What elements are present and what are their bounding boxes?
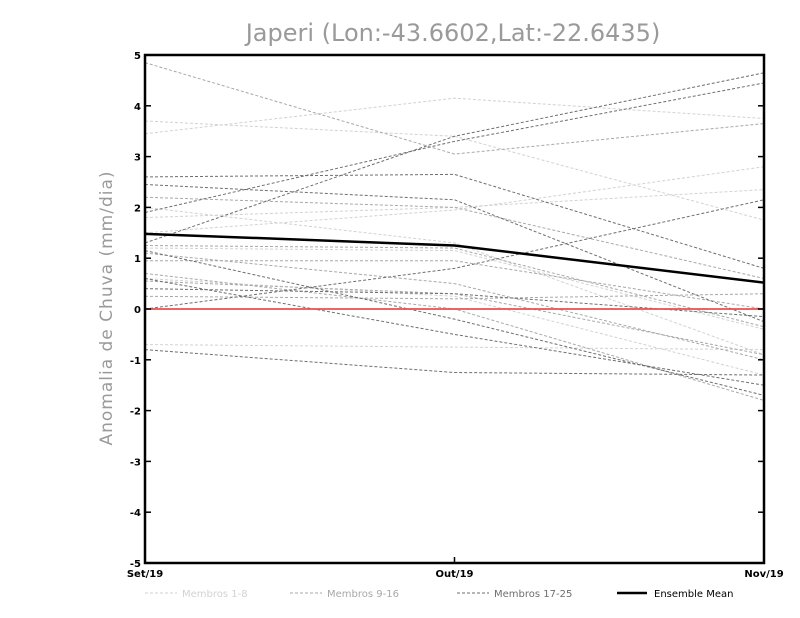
x-ticks: Set/19 Out/19 Nov/19 [127, 557, 784, 580]
y-tick-label: 0 [134, 305, 141, 316]
member-line-9 [144, 62, 765, 155]
y-tick-label: 1 [134, 254, 141, 265]
member-line-10 [144, 196, 765, 280]
legend-label: Membros 9-16 [327, 589, 399, 600]
y-tick-label: -3 [130, 457, 141, 468]
member-line-8 [144, 278, 765, 376]
x-tick-label: Set/19 [127, 569, 163, 580]
member-line-2 [144, 97, 765, 135]
member-line-23 [144, 349, 765, 376]
member-line-21 [144, 199, 765, 310]
member-line-20 [144, 184, 765, 323]
y-axis-label: Anomalia de Chuva (mm/dia) [97, 170, 117, 445]
member-line-19 [144, 82, 765, 213]
member-line-3 [144, 166, 765, 234]
member-line-18 [144, 72, 765, 244]
y-tick-label: -2 [130, 407, 141, 418]
y-tick-label: 4 [134, 102, 141, 113]
member-line-5 [144, 189, 765, 219]
member-line-14 [144, 293, 765, 300]
member-line-11 [144, 245, 765, 328]
x-tick-label: Out/19 [436, 569, 474, 580]
member-line-25 [144, 250, 765, 396]
legend-label: Membros 1-8 [182, 589, 248, 600]
legend-label: Membros 17-25 [494, 589, 572, 600]
y-tick-label: 3 [134, 153, 141, 164]
ensemble-mean-line [144, 232, 765, 284]
member-line-4 [144, 206, 765, 356]
member-line-13 [144, 280, 765, 356]
member-line-15 [144, 252, 765, 361]
legend: Membros 1-8 Membros 9-16 Membros 17-25 Ense… [145, 589, 733, 600]
y-tick-label: -1 [130, 356, 141, 367]
x-tick-label: Nov/19 [744, 569, 783, 580]
member-line-17 [144, 173, 765, 269]
y-tick-label: 5 [134, 51, 141, 62]
y-tick-label: -4 [130, 508, 141, 519]
mean-layer [144, 232, 765, 284]
series-layer [144, 62, 765, 401]
y-ticks: -5 -4 -3 -2 -1 0 1 2 3 4 5 [130, 51, 764, 570]
y-tick-label: 2 [134, 203, 141, 214]
member-line-24 [144, 278, 765, 386]
legend-label: Ensemble Mean [654, 589, 733, 600]
chart-title: Japeri (Lon:-43.6602,Lat:-22.6435) [244, 19, 661, 47]
y-tick-label: -5 [130, 559, 141, 570]
member-line-7 [144, 247, 765, 330]
member-line-6 [144, 344, 765, 351]
